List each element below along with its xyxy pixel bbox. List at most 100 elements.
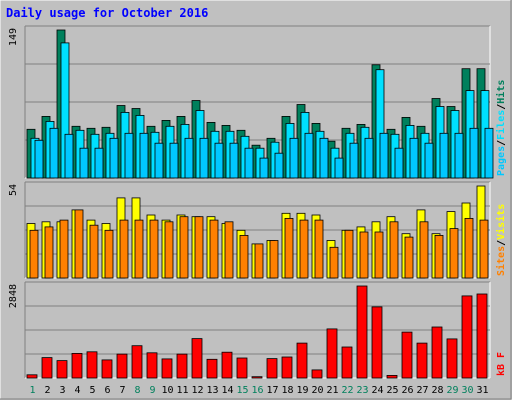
hits-files-pages-bar-pages <box>409 137 419 179</box>
visits-sites-bar-sites <box>344 229 354 279</box>
hits-files-pages-bar-pages <box>214 142 224 179</box>
kbytes-bar-kb-f <box>146 352 158 379</box>
hits-files-pages-bar-pages <box>259 157 269 179</box>
chart-title: Daily usage for October 2016 <box>6 6 208 20</box>
hits-files-pages-bar-pages <box>169 142 179 179</box>
visits-sites-bar-sites <box>269 240 279 279</box>
kbytes-bar-kb-f <box>296 342 308 379</box>
day-label: 24 <box>371 385 383 396</box>
hits-files-pages-legend: Pages/Files/Hits <box>495 80 507 176</box>
day-label: 18 <box>281 385 293 396</box>
kbytes-legend: kB F <box>496 352 507 376</box>
kbytes-bar-kb-f <box>191 338 203 379</box>
kbytes-bar-kb-f <box>161 358 173 379</box>
visits-sites-bar-sites <box>59 219 69 279</box>
visits-sites-bar-sites <box>29 229 39 279</box>
legend-separator: / <box>496 140 507 146</box>
kbytes-bar-kb-f <box>386 374 398 379</box>
visits-sites-bar-sites <box>134 219 144 279</box>
visits-sites-bar-sites <box>164 221 174 279</box>
kbytes-bar-kb-f <box>86 351 98 379</box>
kbytes-bar-kb-f <box>416 342 428 379</box>
hits-files-pages-bar-pages <box>394 147 404 179</box>
visits-sites-bar-sites <box>419 221 429 279</box>
visits-sites-bar-sites <box>374 231 384 279</box>
visits-sites-bar-sites <box>404 236 414 279</box>
day-label: 12 <box>191 385 203 396</box>
hits-files-pages-bar-pages <box>424 142 434 179</box>
hits-files-pages-bar-pages <box>184 137 194 179</box>
day-label: 16 <box>251 385 263 396</box>
day-label: 7 <box>119 385 125 396</box>
kbytes-bar-kb-f <box>341 346 353 379</box>
day-label: 31 <box>476 385 488 396</box>
visits-sites-bar-sites <box>329 246 339 279</box>
hits-files-pages-bar-pages <box>484 127 494 179</box>
kbytes-bar-kb-f <box>461 295 473 379</box>
kbytes-bar-kb-f <box>446 338 458 379</box>
visits-sites-bar-sites <box>314 219 324 279</box>
hits-files-pages-bar-pages <box>229 142 239 179</box>
kbytes-bar-kb-f <box>371 306 383 379</box>
day-label: 13 <box>206 385 218 396</box>
visits-sites-bar-sites <box>179 216 189 279</box>
hits-files-pages-bar-pages <box>109 137 119 179</box>
hits-files-pages-bar-pages <box>244 147 254 179</box>
day-label: 23 <box>356 385 368 396</box>
day-label: 22 <box>341 385 353 396</box>
visits-sites-bar-sites <box>464 217 474 279</box>
visits-sites-bar-sites <box>44 226 54 279</box>
kbytes-bar-kb-f <box>431 326 443 379</box>
legend-entry: Pages <box>496 146 507 176</box>
hits-files-pages-bar-pages <box>364 137 374 179</box>
visits-sites-bar-sites <box>149 219 159 279</box>
legend-separator: / <box>496 240 507 246</box>
day-label: 5 <box>89 385 95 396</box>
day-label: 21 <box>326 385 338 396</box>
day-label: 29 <box>446 385 458 396</box>
day-label: 2 <box>44 385 50 396</box>
kbytes-ymax-label: 2848 <box>8 284 19 308</box>
hits-files-pages-bar-pages <box>439 132 449 179</box>
hits-files-pages-bar-pages <box>34 139 44 179</box>
day-label: 11 <box>176 385 188 396</box>
hits-files-pages-bar-pages <box>154 142 164 179</box>
day-label: 6 <box>104 385 110 396</box>
day-label: 27 <box>416 385 428 396</box>
kbytes-bar-kb-f <box>401 331 413 379</box>
legend-entry: Hits <box>495 80 507 104</box>
kbytes-bar-kb-f <box>101 359 113 379</box>
kbytes-bar-kb-f <box>176 353 188 379</box>
visits-sites-bar-sites <box>239 234 249 279</box>
hits-files-pages-bar-pages <box>139 132 149 179</box>
visits-sites-bar-sites <box>299 219 309 279</box>
kbytes-bar-kb-f <box>326 328 338 379</box>
kbytes-bar-kb-f <box>131 345 143 379</box>
visits-sites-bar-sites <box>74 209 84 279</box>
kbytes-bar-kb-f <box>476 293 488 379</box>
visits-sites-bar-sites <box>449 228 459 279</box>
kbytes-bar-kb-f <box>116 353 128 379</box>
visits-sites-bar-sites <box>209 219 219 279</box>
legend-entry: kB F <box>496 352 507 376</box>
hits-files-pages-bar-pages <box>469 127 479 179</box>
hits-files-pages-bar-pages <box>94 147 104 179</box>
kbytes-bar-kb-f <box>26 374 38 379</box>
hits-files-pages-bar-pages <box>379 132 389 179</box>
hits-files-pages-bar-pages <box>349 142 359 179</box>
day-label: 30 <box>461 385 473 396</box>
kbytes-bar-kb-f <box>251 376 263 379</box>
hits-files-pages-ymax-label: 149 <box>8 28 19 46</box>
hits-files-pages-bar-pages <box>49 127 59 179</box>
visits-sites-bar-sites <box>89 224 99 279</box>
visits-sites-bar-sites <box>434 234 444 279</box>
day-label: 14 <box>221 385 233 396</box>
visits-sites-ymax-label: 54 <box>8 184 19 196</box>
visits-sites-bar-sites <box>224 221 234 279</box>
visits-sites-bar-sites <box>479 219 489 279</box>
kbytes-bar-kb-f <box>71 352 83 379</box>
visits-sites-bar-sites <box>284 217 294 279</box>
hits-files-pages-bar-pages <box>334 157 344 179</box>
kbytes-bar-kb-f <box>236 357 248 379</box>
hits-files-pages-bar-pages <box>124 132 134 179</box>
